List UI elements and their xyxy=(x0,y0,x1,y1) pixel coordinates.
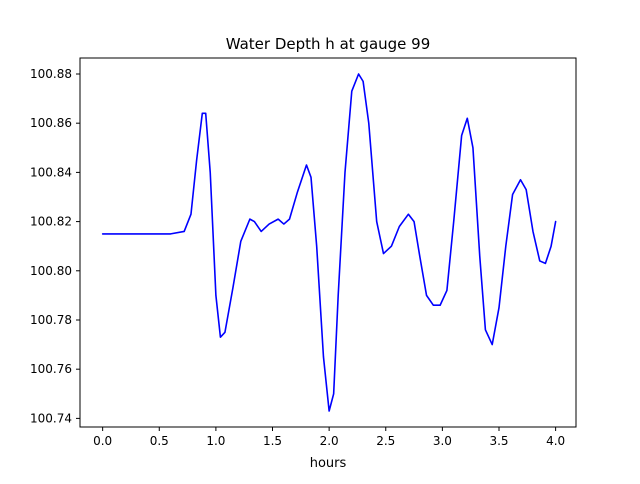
y-tick-label: 100.74 xyxy=(30,411,72,425)
y-tick-label: 100.88 xyxy=(30,67,72,81)
y-tick-label: 100.80 xyxy=(30,264,72,278)
x-tick-label: 0.5 xyxy=(150,434,169,448)
x-tick-label: 3.5 xyxy=(489,434,508,448)
y-tick-label: 100.86 xyxy=(30,116,72,130)
x-tick-label: 1.0 xyxy=(206,434,225,448)
y-tick-label: 100.78 xyxy=(30,313,72,327)
x-tick-label: 1.5 xyxy=(263,434,282,448)
y-tick-label: 100.84 xyxy=(30,165,72,179)
x-tick-label: 4.0 xyxy=(546,434,565,448)
y-tick-label: 100.76 xyxy=(30,362,72,376)
series-line-0 xyxy=(101,73,557,412)
x-axis: 0.0 0.5 1.0 1.5 2.0 2.5 3.0 3.5 4.0 xyxy=(93,427,565,448)
x-axis-label: hours xyxy=(310,456,347,471)
x-tick-label: 2.0 xyxy=(320,434,339,448)
x-tick-label: 3.0 xyxy=(433,434,452,448)
chart-title: Water Depth h at gauge 99 xyxy=(226,35,431,53)
x-tick-label: 2.5 xyxy=(376,434,395,448)
y-axis: 100.74 100.76 100.78 100.80 100.82 100.84 100.… xyxy=(30,67,80,425)
plot-frame xyxy=(79,57,577,428)
x-tick-label: 0.0 xyxy=(93,434,112,448)
plot-area xyxy=(101,73,557,412)
y-tick-label: 100.82 xyxy=(30,215,72,229)
